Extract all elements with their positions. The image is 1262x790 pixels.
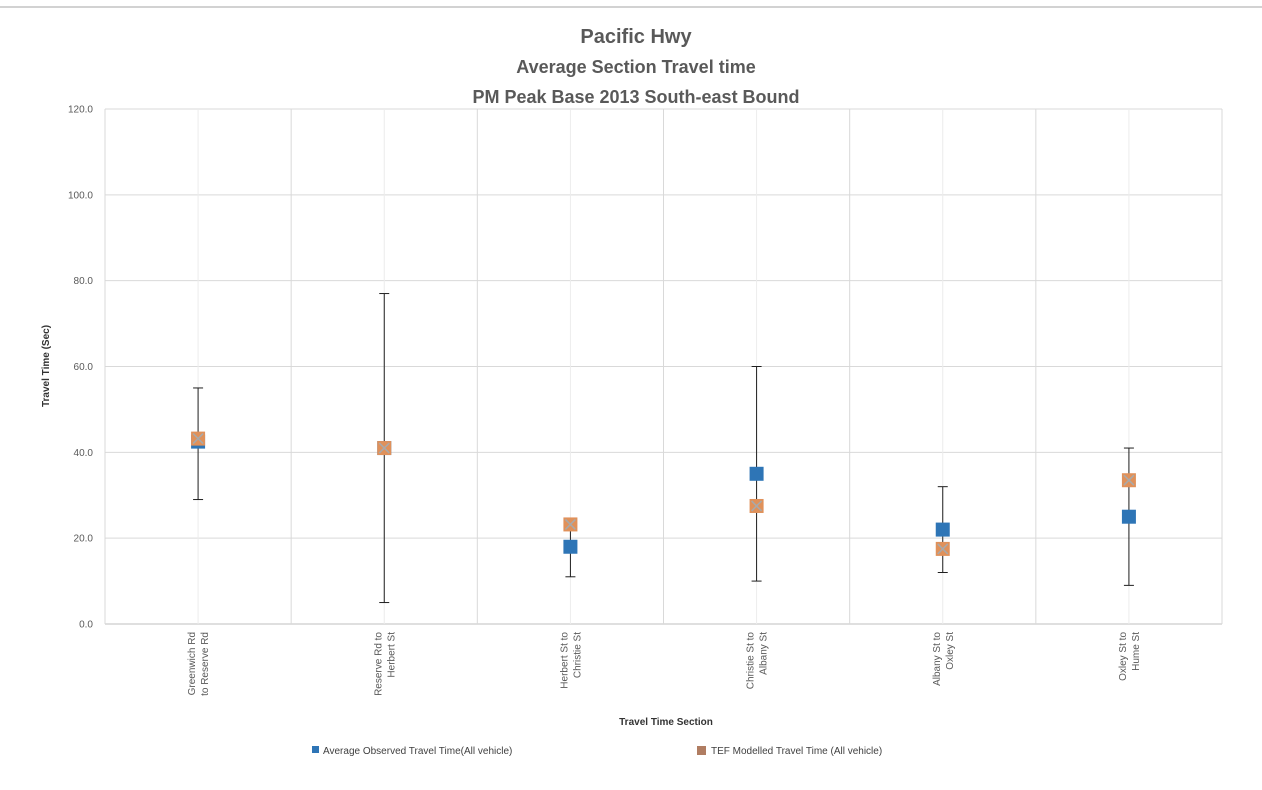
- y-axis-title: Travel Time (Sec): [41, 325, 52, 407]
- legend-item: Average Observed Travel Time(All vehicle…: [312, 746, 512, 757]
- point-modelled-cross: [751, 500, 763, 512]
- point-observed: [1121, 509, 1136, 524]
- legend-label: Average Observed Travel Time(All vehicle…: [323, 746, 512, 757]
- y-tick-label: 60.0: [74, 362, 94, 373]
- x-tick-label-line: Herbert St to: [559, 632, 570, 689]
- x-tick-label-line: Christie St: [572, 632, 583, 678]
- x-tick-label: Reserve Rd to Herbert St: [373, 632, 397, 696]
- point-modelled-cross: [1123, 474, 1135, 486]
- x-tick-label: Oxley St to Hume St: [1118, 632, 1142, 681]
- x-tick-label-line: Greenwich Rd: [187, 632, 198, 695]
- point-modelled: [563, 517, 578, 532]
- grid-layer: [104, 108, 1223, 625]
- x-tick-label-line: Oxley St: [945, 632, 956, 670]
- chart-title: Pacific Hwy: [580, 26, 692, 48]
- legend-label: TEF Modelled Travel Time (All vehicle): [711, 746, 882, 757]
- data-points: [191, 431, 1136, 556]
- x-tick-label: Christie St to Albany St: [746, 632, 770, 690]
- point-modelled-cross: [192, 433, 204, 445]
- x-tick-label-line: Christie St to: [746, 632, 757, 690]
- y-tick-label: 40.0: [74, 448, 94, 459]
- x-tick-label-line: Hume St: [1131, 632, 1142, 671]
- point-modelled: [377, 441, 392, 456]
- chart-subtitle-2: PM Peak Base 2013 South-east Bound: [472, 87, 799, 107]
- point-modelled-cross: [937, 543, 949, 555]
- y-tick-labels: 0.0 20.0 40.0 60.0 80.0 100.0 120.0: [68, 105, 93, 631]
- legend-item: TEF Modelled Travel Time (All vehicle): [697, 746, 882, 757]
- y-tick-label: 0.0: [79, 620, 93, 631]
- x-tick-label-line: to Reserve Rd: [200, 632, 211, 696]
- point-modelled: [749, 498, 764, 513]
- x-tick-label-line: Herbert St: [386, 632, 397, 678]
- legend-marker: [312, 746, 319, 753]
- point-observed: [749, 466, 764, 481]
- point-modelled-cross: [378, 442, 390, 454]
- x-tick-label-line: Albany St: [759, 632, 770, 675]
- x-tick-label: Herbert St to Christie St: [559, 632, 583, 689]
- x-tick-label-line: Albany St to: [932, 632, 943, 686]
- point-modelled-cross: [564, 518, 576, 530]
- x-tick-label: Greenwich Rd to Reserve Rd: [187, 632, 211, 696]
- chart-subtitle-1: Average Section Travel time: [516, 57, 755, 77]
- x-tick-label: Albany St to Oxley St: [932, 632, 956, 686]
- x-axis-title: Travel Time Section: [619, 717, 713, 728]
- y-tick-label: 100.0: [68, 190, 93, 201]
- legend-marker: [697, 746, 706, 755]
- x-tick-labels: Greenwich Rd to Reserve Rd Reserve Rd to He…: [187, 632, 1142, 696]
- point-observed: [935, 522, 950, 537]
- legend: Average Observed Travel Time(All vehicle…: [312, 746, 882, 757]
- point-modelled: [191, 431, 206, 446]
- point-modelled: [1121, 473, 1136, 488]
- point-modelled: [935, 541, 950, 556]
- y-tick-label: 120.0: [68, 105, 93, 116]
- y-tick-label: 20.0: [74, 534, 94, 545]
- y-tick-label: 80.0: [74, 276, 94, 287]
- x-tick-label-line: Reserve Rd to: [373, 632, 384, 696]
- x-tick-label-line: Oxley St to: [1118, 632, 1129, 681]
- point-observed: [563, 539, 578, 554]
